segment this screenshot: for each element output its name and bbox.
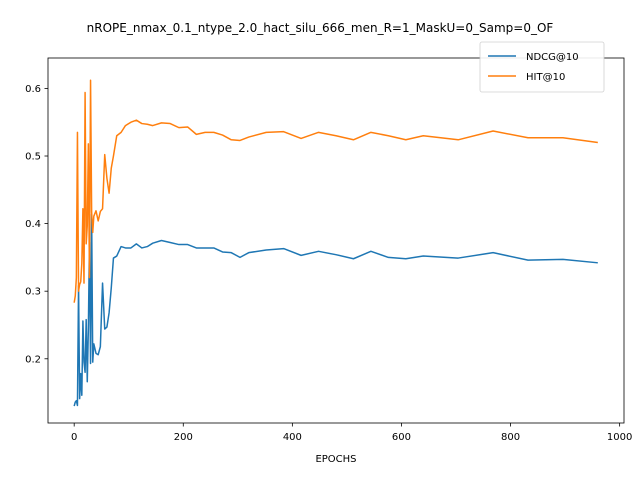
x-tick-label: 600 xyxy=(392,432,411,443)
legend: NDCG@10 HIT@10 xyxy=(479,41,605,93)
x-tick-label: 800 xyxy=(501,432,520,443)
y-tick-label: 0.4 xyxy=(25,219,41,230)
x-tick-label: 200 xyxy=(174,432,193,443)
plot-frame xyxy=(47,57,625,424)
series-lines xyxy=(73,79,598,407)
legend-label-ndcg: NDCG@10 xyxy=(526,52,579,63)
y-tick-label: 0.6 xyxy=(25,84,41,95)
x-axis-label: EPOCHS xyxy=(315,454,356,465)
plot-area xyxy=(48,58,624,423)
y-axis-ticks: 0.2 0.3 0.4 0.5 0.6 xyxy=(25,84,48,365)
y-tick-label: 0.5 xyxy=(25,152,41,163)
legend-box xyxy=(479,41,605,93)
x-tick-label: 0 xyxy=(71,432,77,443)
series-line-hit-10 xyxy=(73,79,598,303)
chart-title: nROPE_nmax_0.1_ntype_2.0_hact_silu_666_m… xyxy=(87,21,554,35)
series-line-ndcg-10 xyxy=(73,213,598,407)
y-tick-label: 0.2 xyxy=(25,354,41,365)
legend-label-hit: HIT@10 xyxy=(526,72,565,83)
x-axis-ticks: 0 200 400 600 800 1000 xyxy=(71,423,632,443)
x-tick-label: 1000 xyxy=(607,432,632,443)
x-tick-label: 400 xyxy=(283,432,302,443)
y-tick-label: 0.3 xyxy=(25,287,41,298)
